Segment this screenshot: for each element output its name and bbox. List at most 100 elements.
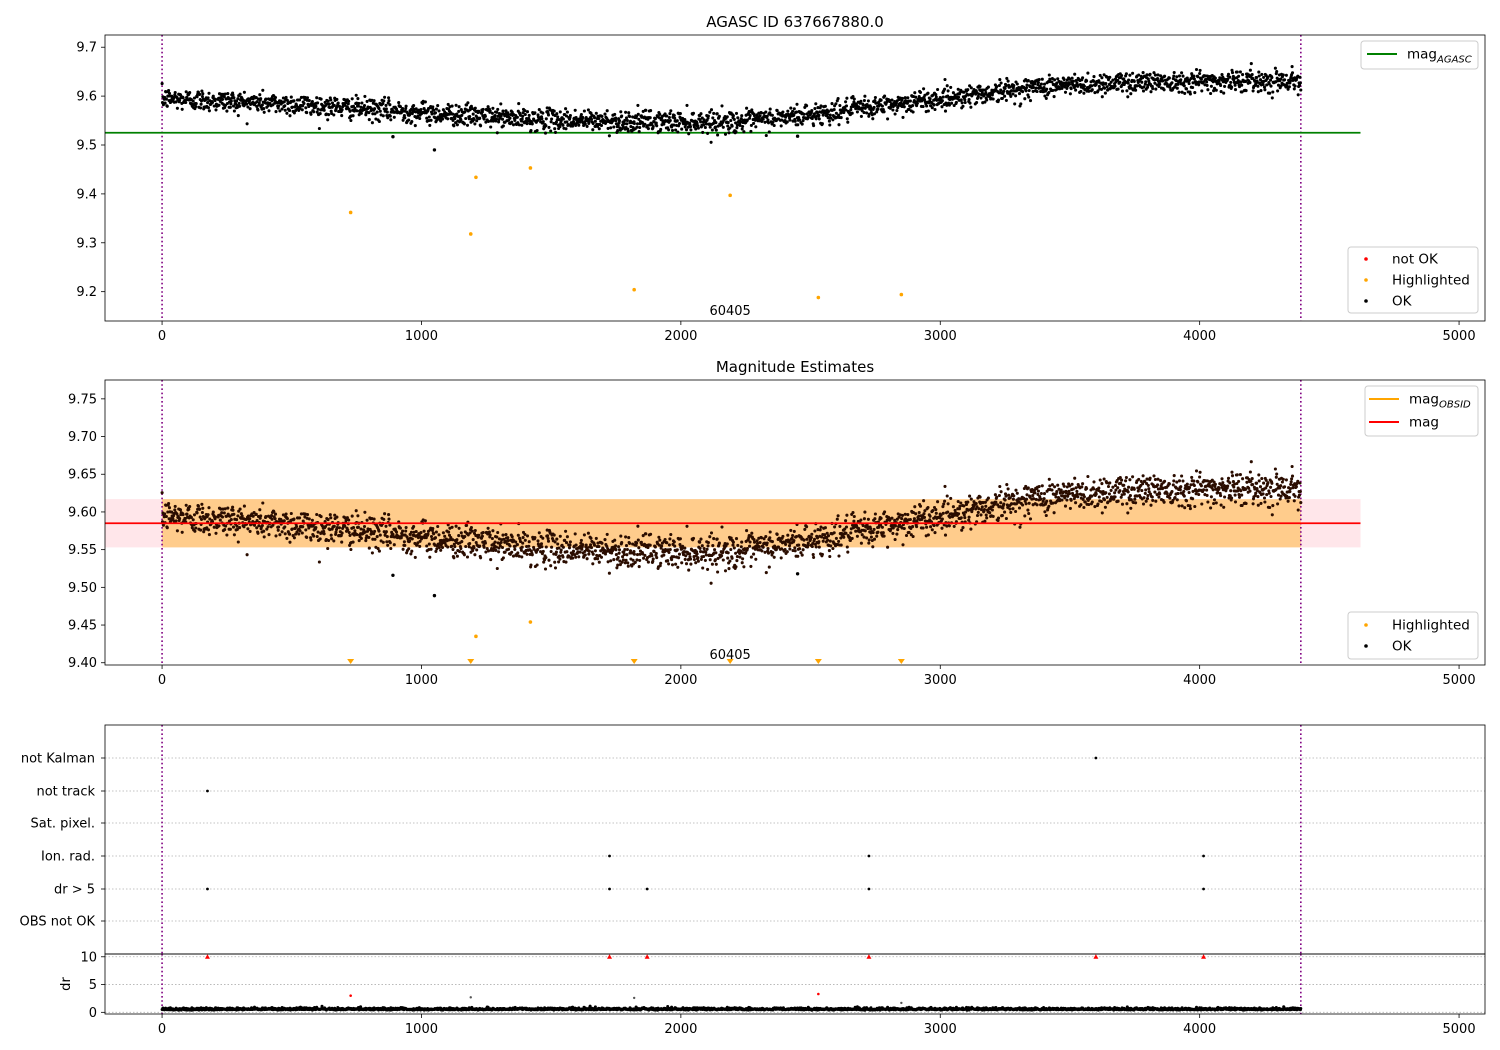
ok-point <box>236 540 240 544</box>
ok-point <box>832 531 836 535</box>
ok-point <box>760 119 764 123</box>
ok-point <box>859 114 863 118</box>
ok-point <box>963 516 967 520</box>
ok-point <box>350 97 354 101</box>
ok-point <box>478 544 482 548</box>
ok-outlier-point <box>391 134 395 139</box>
ok-point <box>1090 84 1094 88</box>
ok-point <box>1143 491 1147 495</box>
ok-point <box>739 545 743 549</box>
ok-point <box>201 92 205 96</box>
ok-point <box>451 547 455 552</box>
ok-point <box>704 122 708 126</box>
ok-point <box>907 530 911 534</box>
ok-point <box>511 123 516 127</box>
ok-point <box>766 547 770 551</box>
ok-point <box>1018 525 1022 529</box>
ok-point <box>672 113 676 118</box>
ok-point <box>1179 78 1183 82</box>
ok-point <box>695 552 699 556</box>
ok-point <box>770 540 774 544</box>
ok-point <box>1154 87 1158 91</box>
ok-point <box>194 526 198 530</box>
ok-point <box>455 123 459 127</box>
ok-point <box>423 519 427 523</box>
ok-point <box>450 525 454 529</box>
ok-point <box>932 523 936 528</box>
ok-point <box>584 543 588 547</box>
ok-point <box>729 547 733 552</box>
ok-point <box>1094 82 1098 87</box>
ok-point <box>225 533 229 537</box>
ok-point <box>1090 494 1094 498</box>
ok-point <box>282 519 286 523</box>
ok-point <box>229 102 233 106</box>
ok-point <box>761 117 765 121</box>
ok-point <box>749 564 753 568</box>
ok-point <box>523 112 527 117</box>
ok-point <box>834 111 838 115</box>
ok-point <box>206 96 210 100</box>
ok-point <box>949 85 953 89</box>
ok-point <box>346 102 350 106</box>
ok-point <box>315 534 319 539</box>
ok-point <box>1021 503 1025 507</box>
ok-point <box>726 551 730 555</box>
ok-point <box>895 108 899 113</box>
ok-point <box>199 528 203 532</box>
ok-point <box>702 554 706 559</box>
ok-point <box>750 531 754 535</box>
ok-point <box>680 127 684 131</box>
ok-point <box>300 108 304 112</box>
ok-point <box>637 565 641 569</box>
ok-point <box>564 560 568 564</box>
ok-point <box>517 102 521 106</box>
ok-point <box>544 556 548 560</box>
ok-point <box>1082 495 1086 499</box>
ok-point <box>1262 85 1267 89</box>
ok-point <box>357 101 361 105</box>
ok-point <box>571 124 575 128</box>
ok-point <box>1158 492 1162 496</box>
ok-point <box>585 124 589 128</box>
ok-point <box>581 115 585 119</box>
ok-point <box>948 515 952 519</box>
ok-point <box>487 530 491 534</box>
ok-point <box>202 530 206 534</box>
ok-point <box>745 118 749 122</box>
ok-point <box>988 511 992 515</box>
ok-point <box>1050 488 1054 492</box>
ok-point <box>805 104 809 108</box>
ok-point <box>464 116 468 121</box>
ok-point <box>231 525 236 529</box>
ok-point <box>803 527 807 531</box>
ok-point <box>557 560 561 564</box>
ok-point <box>1040 484 1044 488</box>
ok-point <box>1187 81 1191 86</box>
ok-point <box>231 505 235 509</box>
ok-point <box>721 558 725 562</box>
ok-point <box>437 533 441 537</box>
ok-point <box>667 128 671 132</box>
ok-point <box>387 517 391 521</box>
ok-point <box>315 512 319 517</box>
ok-point <box>1065 498 1069 502</box>
ok-point <box>867 112 871 116</box>
ok-point <box>1269 84 1273 88</box>
ok-point <box>381 101 385 106</box>
ok-point <box>1194 67 1199 72</box>
ok-point <box>564 107 568 111</box>
ok-point <box>709 581 713 585</box>
ok-point <box>670 128 675 132</box>
ok-point <box>482 117 486 121</box>
ok-point <box>394 530 399 534</box>
ok-point <box>871 117 875 121</box>
ok-point <box>900 517 904 521</box>
ok-point <box>943 499 947 503</box>
ok-point <box>285 536 289 540</box>
ok-point <box>1042 82 1047 86</box>
ok-point <box>1298 81 1302 85</box>
ok-point <box>199 102 203 106</box>
ok-point <box>605 109 609 113</box>
